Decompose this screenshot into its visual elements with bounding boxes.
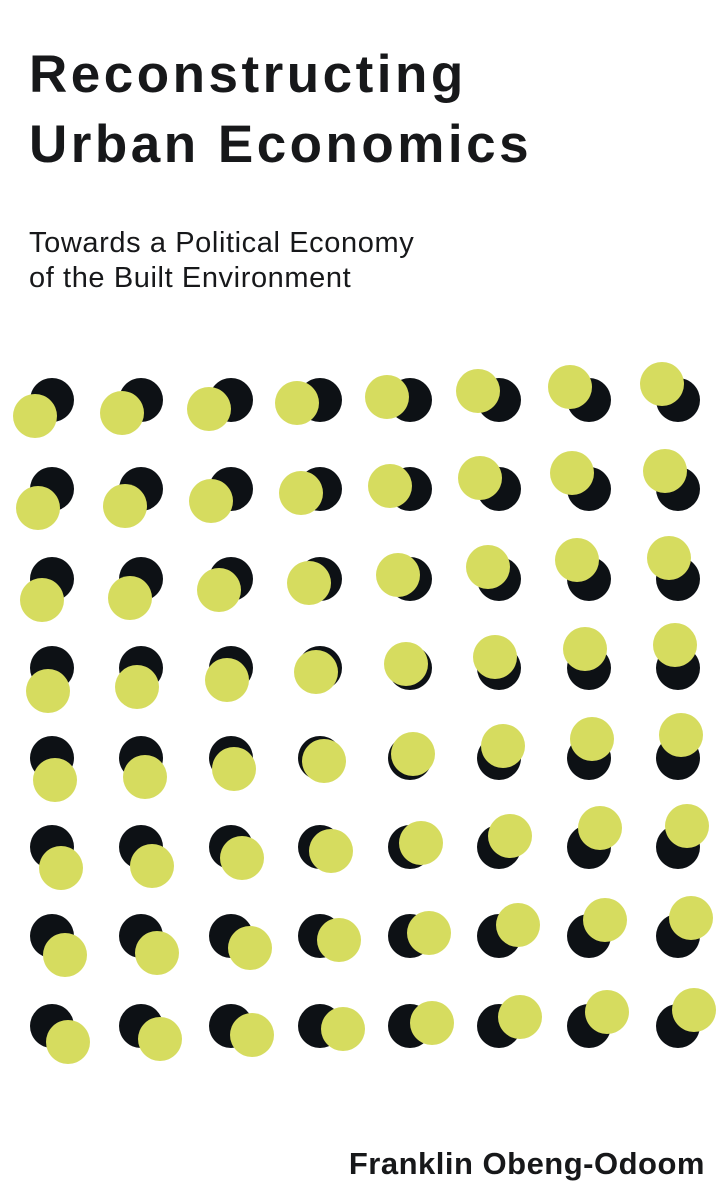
eclipse-dot-yellow	[32, 758, 77, 803]
subtitle-line-2: of the Built Environment	[29, 262, 352, 294]
eclipse-dot-yellow	[391, 731, 436, 776]
eclipse-dot-yellow	[275, 381, 320, 426]
eclipse-dot-yellow	[498, 994, 543, 1039]
eclipse-dot-yellow	[455, 368, 500, 413]
eclipse-dot-yellow	[229, 1012, 274, 1057]
title-line-2: Urban Economics	[29, 115, 533, 174]
eclipse-dot-yellow	[189, 478, 234, 523]
eclipse-dot-yellow	[406, 910, 451, 955]
book-title: Reconstructing Urban Economics	[29, 40, 532, 180]
eclipse-dot-yellow	[364, 374, 409, 419]
eclipse-dot-yellow	[473, 634, 518, 679]
eclipse-dot-yellow	[659, 712, 704, 757]
eclipse-dot-yellow	[639, 361, 684, 406]
eclipse-dot-yellow	[122, 754, 167, 799]
eclipse-dot-yellow	[652, 623, 697, 668]
eclipse-dot-yellow	[102, 483, 147, 528]
eclipse-dot-yellow	[115, 665, 160, 710]
eclipse-dot-yellow	[665, 803, 710, 848]
eclipse-dot-yellow	[197, 568, 242, 613]
eclipse-dot-yellow	[107, 575, 152, 620]
eclipse-dot-yellow	[219, 836, 264, 881]
eclipse-dot-yellow	[212, 747, 257, 792]
eclipse-dot-yellow	[278, 471, 323, 516]
eclipse-dot-yellow	[227, 925, 272, 970]
eclipse-dot-yellow	[100, 391, 145, 436]
eclipse-dot-yellow	[320, 1007, 365, 1052]
eclipse-dot-yellow	[570, 716, 615, 761]
eclipse-dot-yellow	[642, 448, 687, 493]
eclipse-dot-yellow	[286, 560, 331, 605]
eclipse-dot-yellow	[16, 486, 61, 531]
eclipse-dot-yellow	[410, 1000, 455, 1045]
author-name: Franklin Obeng-Odoom	[348, 1146, 705, 1181]
eclipse-dot-yellow	[669, 895, 714, 940]
eclipse-dot-yellow	[555, 537, 600, 582]
eclipse-dot-yellow	[137, 1017, 182, 1062]
eclipse-dot-yellow	[577, 805, 622, 850]
eclipse-dot-yellow	[585, 990, 630, 1035]
eclipse-dot-yellow	[130, 844, 175, 889]
eclipse-dot-yellow	[301, 739, 346, 784]
eclipse-dot-yellow	[38, 846, 83, 891]
eclipse-dot-yellow	[646, 535, 691, 580]
eclipse-dot-yellow	[187, 387, 232, 432]
eclipse-dot-yellow	[13, 394, 58, 439]
eclipse-dot-yellow	[42, 933, 87, 978]
eclipse-dot-yellow	[488, 813, 533, 858]
eclipse-dot-yellow	[672, 987, 717, 1032]
eclipse-dot-yellow	[135, 930, 180, 975]
eclipse-dot-yellow	[582, 898, 627, 943]
eclipse-dot-yellow	[20, 577, 65, 622]
book-subtitle: Towards a Political Economy of the Built …	[29, 226, 414, 296]
eclipse-dot-yellow	[383, 642, 428, 687]
eclipse-dot-yellow	[547, 364, 592, 409]
eclipse-dot-yellow	[368, 463, 413, 508]
eclipse-dot-yellow	[465, 545, 510, 590]
eclipse-dot-yellow	[294, 650, 339, 694]
eclipse-dot-yellow	[317, 918, 362, 963]
eclipse-dot-yellow	[204, 657, 249, 702]
eclipse-dot-yellow	[550, 451, 595, 496]
title-line-1: Reconstructing	[29, 45, 467, 104]
eclipse-dot-yellow	[562, 627, 607, 672]
eclipse-dot-yellow	[480, 724, 525, 769]
eclipse-dot-yellow	[398, 821, 443, 866]
eclipse-dot-yellow	[309, 828, 354, 873]
eclipse-dot-yellow	[26, 668, 71, 713]
eclipse-dot-yellow	[496, 902, 541, 947]
eclipse-dot-yellow	[376, 552, 421, 597]
subtitle-line-1: Towards a Political Economy	[29, 227, 415, 259]
eclipse-dot-yellow	[457, 455, 502, 500]
eclipse-dot-yellow	[45, 1020, 90, 1065]
